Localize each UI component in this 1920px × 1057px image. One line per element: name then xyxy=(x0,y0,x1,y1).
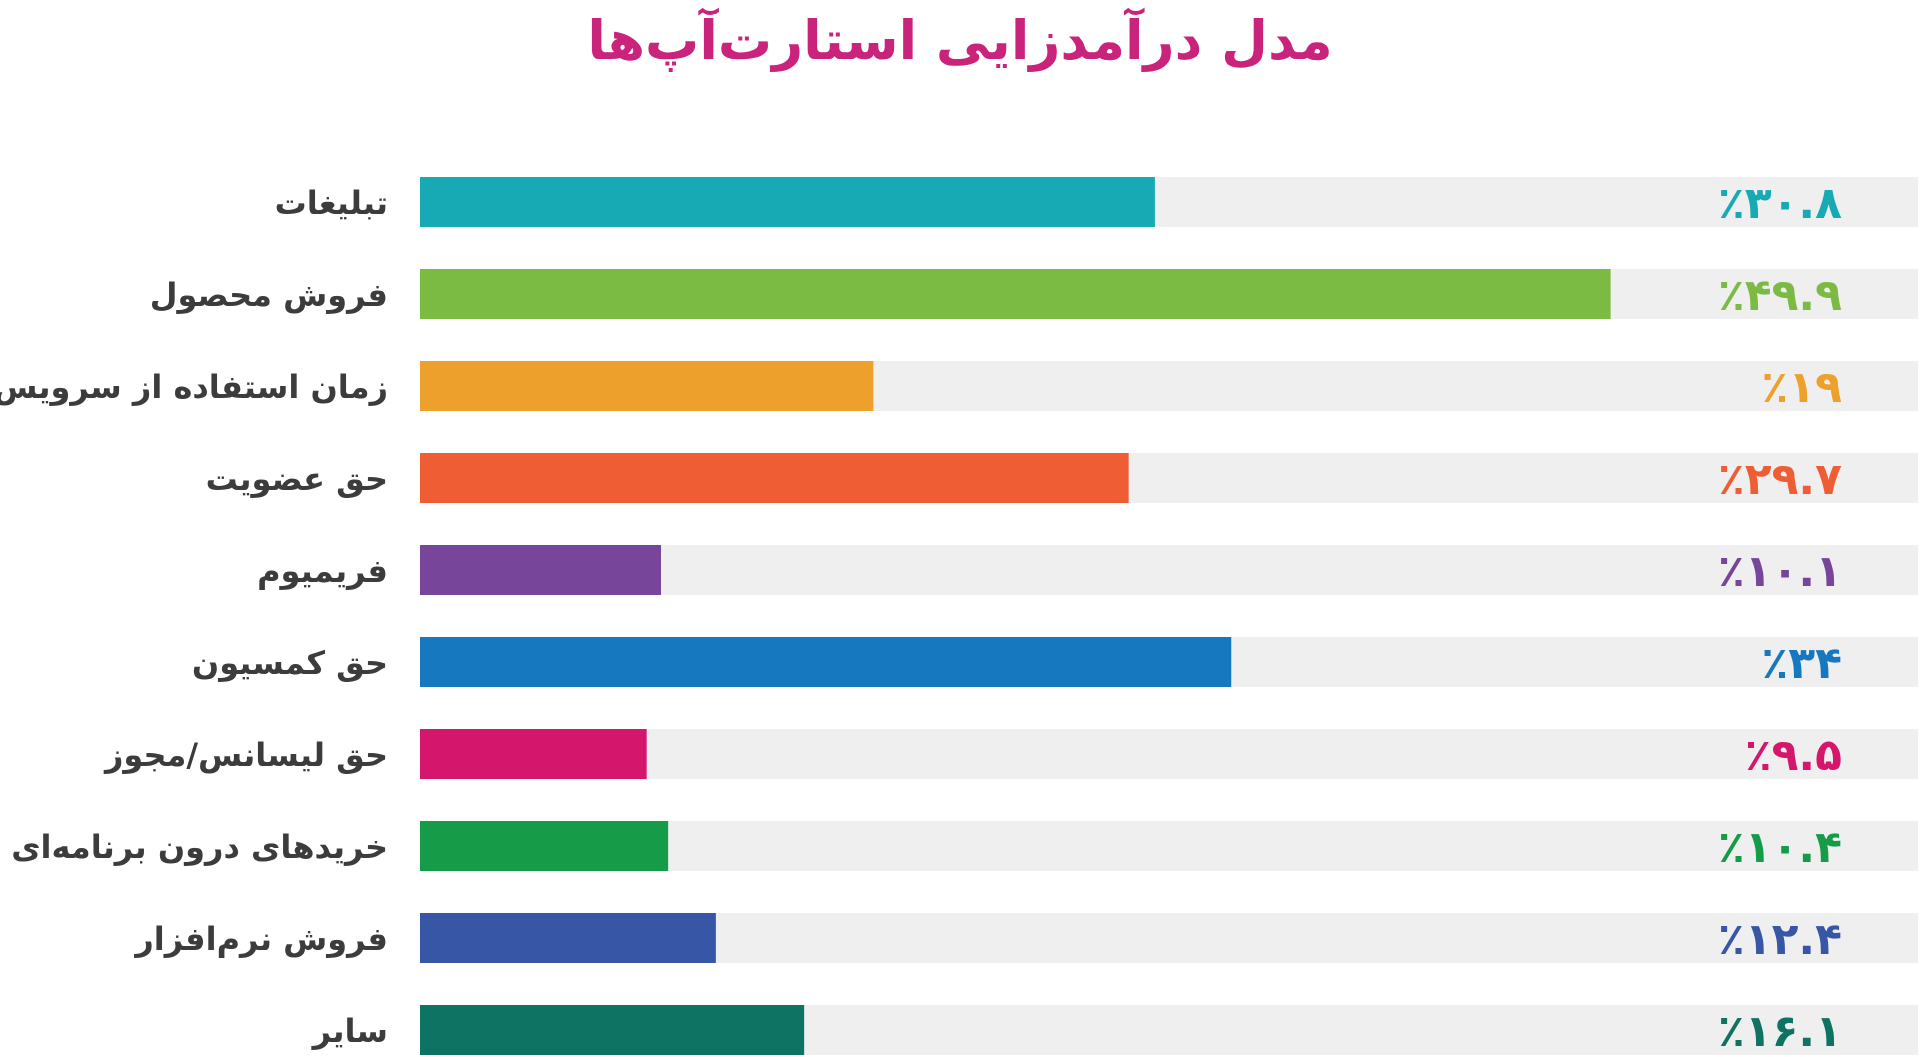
bar-row: سایر ٪۱۶.۱ xyxy=(311,1005,1918,1057)
category-label: سایر xyxy=(311,1012,388,1050)
category-label: خریدهای درون برنامه‌ای xyxy=(11,828,388,866)
category-label: حق کمسیون xyxy=(192,644,388,682)
bar-row: زمان استفاده از سرویس ٪۱۹ xyxy=(0,361,1918,413)
bar-track xyxy=(420,545,1918,595)
bar xyxy=(420,361,874,411)
value-label: ٪۳۴ xyxy=(1761,638,1842,689)
category-label: حق لیسانس/مجوز xyxy=(103,736,388,774)
category-label: زمان استفاده از سرویس xyxy=(0,368,388,406)
bar-row: فروش محصول ٪۴۹.۹ xyxy=(150,269,1918,321)
category-label: فروش نرم‌افزار xyxy=(133,920,388,958)
value-label: ٪۱۰.۱ xyxy=(1718,546,1842,597)
value-label: ٪۳۰.۸ xyxy=(1718,178,1842,229)
bar xyxy=(420,913,716,963)
bar-row: حق عضویت ٪۲۹.۷ xyxy=(206,453,1918,505)
value-label: ٪۲۹.۷ xyxy=(1718,454,1842,505)
bar-row: خریدهای درون برنامه‌ای ٪۱۰.۴ xyxy=(11,821,1918,873)
value-label: ٪۱۲.۴ xyxy=(1718,914,1842,965)
category-label: تبلیغات xyxy=(275,184,388,222)
bar-row: فریمیوم ٪۱۰.۱ xyxy=(257,545,1918,597)
bar-row: تبلیغات ٪۳۰.۸ xyxy=(275,177,1918,229)
category-label: فریمیوم xyxy=(257,552,388,590)
bar xyxy=(420,821,669,871)
bar-row: حق لیسانس/مجوز ٪۹.۵ xyxy=(103,729,1918,781)
bar xyxy=(420,1005,805,1055)
value-label: ٪۱۰.۴ xyxy=(1718,822,1842,873)
bar xyxy=(420,729,647,779)
bar xyxy=(420,637,1232,687)
bar-row: فروش نرم‌افزار ٪۱۲.۴ xyxy=(133,913,1918,965)
category-label: فروش محصول xyxy=(150,276,388,314)
value-label: ٪۹.۵ xyxy=(1745,730,1842,781)
bar xyxy=(420,177,1155,227)
category-label: حق عضویت xyxy=(206,460,388,498)
value-label: ٪۱۹ xyxy=(1761,362,1842,413)
bar-row: حق کمسیون ٪۳۴ xyxy=(192,637,1918,689)
bar-track xyxy=(420,821,1918,871)
bar-track xyxy=(420,729,1918,779)
value-label: ٪۱۶.۱ xyxy=(1718,1006,1842,1057)
bar xyxy=(420,545,661,595)
chart-title: مدل درآمدزایی استارت‌آپ‌ها xyxy=(587,9,1333,72)
bar xyxy=(420,453,1129,503)
value-label: ٪۴۹.۹ xyxy=(1718,270,1842,321)
bar xyxy=(420,269,1611,319)
